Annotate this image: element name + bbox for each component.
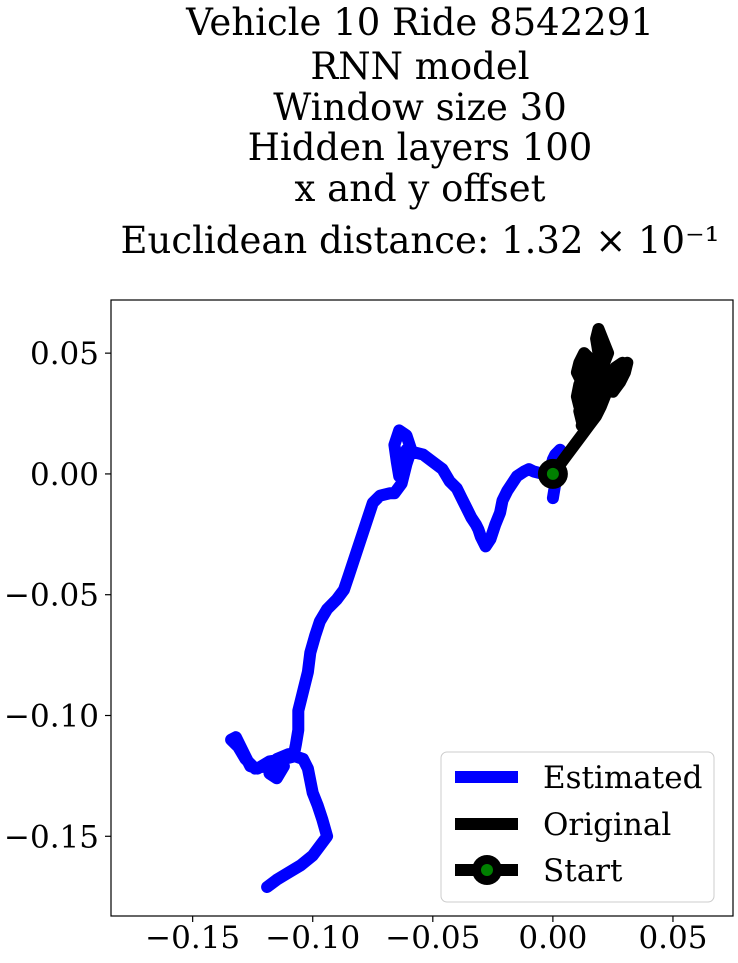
title-line-6: Euclidean distance: 1.32 × 10⁻¹ bbox=[121, 219, 720, 262]
plot-area bbox=[110, 299, 734, 917]
title-line-3: Window size 30 bbox=[273, 86, 567, 129]
x-tick-label: −0.10 bbox=[265, 920, 360, 956]
y-tick-label: −0.05 bbox=[4, 578, 99, 614]
legend: Estimated Original Start bbox=[440, 751, 715, 903]
x-tick-label: 0.00 bbox=[518, 920, 587, 956]
y-axis: 0.05 0.00 −0.05 −0.10 −0.15 bbox=[4, 336, 111, 855]
x-tick-label: −0.15 bbox=[145, 920, 240, 956]
title-line-2: RNN model bbox=[310, 45, 529, 88]
y-tick-label: 0.00 bbox=[30, 457, 99, 493]
x-axis: −0.15 −0.10 −0.05 0.00 0.05 bbox=[145, 916, 707, 956]
title-line-1: Vehicle 10 Ride 8542291 bbox=[185, 1, 654, 44]
y-tick-label: 0.05 bbox=[30, 336, 99, 372]
start-marker-inner bbox=[546, 467, 559, 480]
legend-marker-inner bbox=[481, 864, 493, 876]
legend-label-estimated: Estimated bbox=[543, 760, 702, 796]
x-tick-label: −0.05 bbox=[385, 920, 480, 956]
series-line-estimated bbox=[225, 424, 567, 893]
x-tick-label: 0.05 bbox=[638, 920, 707, 956]
title-line-5: x and y offset bbox=[295, 167, 546, 210]
y-tick-label: −0.10 bbox=[4, 698, 99, 734]
legend-label-original: Original bbox=[543, 807, 671, 843]
legend-label-start: Start bbox=[543, 853, 623, 889]
plot-frame bbox=[110, 299, 734, 917]
series-group bbox=[225, 323, 634, 893]
title-line-4: Hidden layers 100 bbox=[248, 126, 593, 169]
series-line-original bbox=[546, 323, 634, 480]
y-tick-label: −0.15 bbox=[4, 819, 99, 855]
